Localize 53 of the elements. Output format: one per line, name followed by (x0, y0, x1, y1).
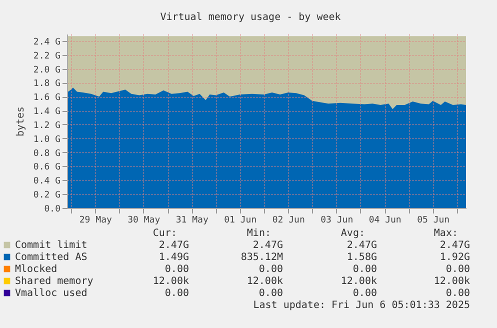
text: Min: (246, 228, 271, 239)
text: 0.00 (446, 264, 470, 275)
x-tick-label: 30 May (128, 216, 161, 226)
text: 2.47G (158, 240, 189, 251)
legend-label: Commit limit (15, 240, 88, 251)
text: 1.49G (158, 252, 189, 263)
y-tick-label: 0.2 G (33, 190, 60, 201)
text: 2.47G (346, 240, 377, 251)
legend-label: Mlocked (15, 264, 58, 275)
text: Max: (434, 228, 458, 239)
x-tick-label: 31 May (176, 216, 209, 226)
x-tick-label: 03 Jun (320, 216, 354, 226)
text: 1.58G (346, 252, 377, 263)
text: 0.00 (352, 264, 377, 275)
y-tick-label: 0.8 G (33, 148, 60, 159)
y-tick-label: 0.6 G (33, 162, 60, 173)
text: 0.00 (164, 264, 189, 275)
x-tick-label: 04 Jun (368, 216, 402, 226)
y-tick-label: 1.4 G (33, 107, 60, 118)
x-tick-label: 01 Jun (224, 216, 257, 226)
text: 0.00 (352, 288, 377, 299)
text: 12.00k (340, 276, 377, 287)
legend-label: Committed AS (15, 252, 88, 263)
x-tick-label: 02 Jun (272, 216, 305, 226)
y-tick-label: 1.0 G (33, 134, 60, 145)
y-tick-label: 1.8 G (33, 79, 60, 90)
text: 12.00k (246, 276, 283, 287)
x-tick-label: 29 May (79, 216, 112, 226)
y-tick-label: 2.4 G (33, 37, 60, 48)
text: Last update: Fri Jun 6 05:01:33 2025 (253, 300, 470, 311)
text: 0.00 (258, 288, 283, 299)
x-tick-label: 05 Jun (417, 216, 450, 226)
y-tick-label: 1.6 G (33, 93, 60, 104)
text: 0.00 (164, 288, 189, 299)
legend-label: Vmalloc used (15, 288, 88, 299)
y-tick-label: 1.2 G (33, 120, 60, 131)
legend-label: Shared memory (15, 276, 94, 287)
text: 2.47G (252, 240, 283, 251)
text: 0.00 (258, 264, 283, 275)
y-axis-title: bytes (15, 106, 26, 137)
text: 835.12M (240, 252, 283, 263)
y-tick-label: 2.2 G (33, 51, 60, 62)
text: 2.47G (440, 240, 470, 251)
y-tick-label: 2.0 G (33, 65, 60, 76)
chart-title: Virtual memory usage - by week (160, 12, 341, 23)
text: 1.92G (440, 252, 470, 263)
text: Cur: (152, 228, 177, 239)
text: 0.00 (446, 288, 470, 299)
text: 12.00k (434, 276, 470, 287)
y-tick-label: 0.4 G (33, 176, 60, 187)
text: Avg: (340, 228, 365, 239)
text: 12.00k (152, 276, 189, 287)
y-tick-label: 0.0 (44, 204, 60, 214)
